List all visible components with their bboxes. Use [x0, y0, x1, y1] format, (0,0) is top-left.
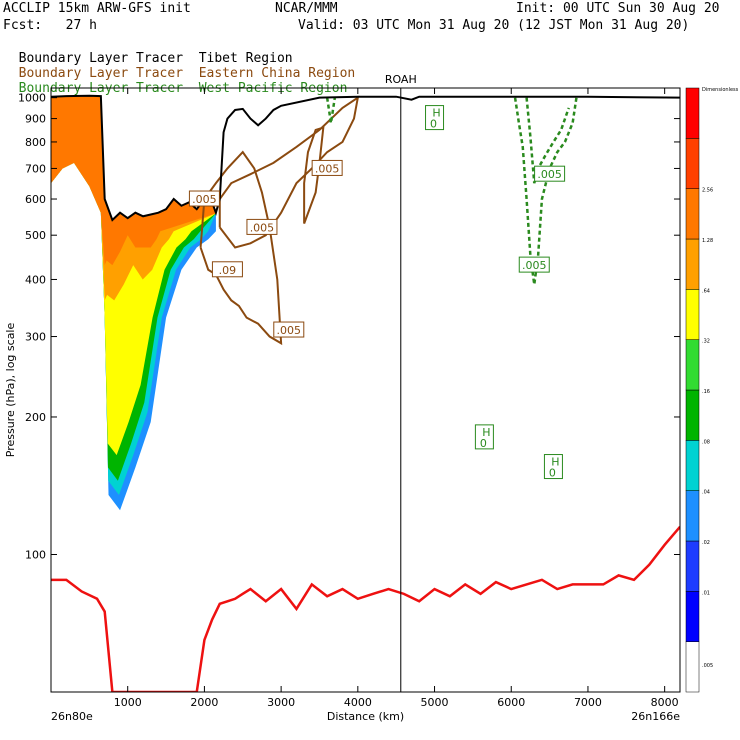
eastern-china-contour-label: .005: [315, 162, 340, 175]
colorbar-label: 2.56: [702, 188, 713, 194]
legend-line-tibet: Boundary Layer Tracer Tibet Region: [3, 36, 293, 66]
colorbar-swatch: [685, 339, 700, 391]
x-tick-label: 6000: [497, 696, 525, 709]
high-marker-box: [425, 105, 445, 131]
colorbar-label: .01: [702, 590, 710, 596]
high-marker-value: 0: [480, 437, 487, 450]
x-tick-label: 8000: [651, 696, 679, 709]
colorbar-swatch: [685, 389, 700, 441]
colorbar-label: .005: [702, 663, 713, 669]
roah-marker-label: ROAH: [385, 73, 417, 86]
high-marker-box: [543, 454, 563, 480]
title-line-1-left: ACCLIP 15km ARW-GFS init: [3, 1, 191, 16]
title-line-2-left: Fcst: 27 h: [3, 18, 97, 33]
colorbar-label: Dimensionless: [702, 87, 739, 93]
eastern-china-contour-label: .005: [277, 324, 302, 337]
west-pacific-contour: [525, 97, 570, 184]
colorbar-label: .16: [702, 389, 710, 395]
high-marker-value: 0: [549, 467, 556, 480]
tropopause-line: [51, 525, 680, 692]
tracer-shade-layer: [51, 96, 216, 266]
y-tick-label: 600: [25, 193, 46, 206]
title-line-2-right: Valid: 03 UTC Mon 31 Aug 20 (12 JST Mon …: [298, 18, 690, 33]
high-marker-label: H: [432, 107, 440, 120]
contour-label-box: [311, 159, 343, 176]
colorbar-swatch: [685, 87, 700, 139]
legend-line-eastern-china: Boundary Layer Tracer Eastern China Regi…: [3, 51, 356, 81]
y-tick-label: 100: [25, 548, 46, 561]
high-marker-label: H: [482, 426, 490, 439]
colorbar-swatch: [685, 188, 700, 240]
y-axis-label: Pressure (hPa), log scale: [4, 323, 17, 458]
colorbar-swatch: [685, 289, 700, 340]
colorbar-swatch: [685, 138, 700, 189]
y-tick-label: 900: [25, 113, 46, 126]
eastern-china-contour-label: .005: [192, 193, 217, 206]
colorbar-swatch: [685, 238, 700, 290]
eastern-china-contour: [218, 95, 360, 249]
y-tick-label: 800: [25, 136, 46, 149]
colorbar-label: .64: [702, 288, 710, 294]
contour-label-box: [188, 190, 220, 207]
high-marker-label: H: [551, 456, 559, 469]
west-pacific-contour: [513, 97, 578, 285]
colorbar-label: 1.28: [702, 238, 713, 244]
contour-label-box: [273, 321, 305, 338]
title-line-1-mid: NCAR/MMM: [275, 1, 338, 16]
high-marker-value: 0: [430, 118, 437, 131]
y-tick-label: 500: [25, 229, 46, 242]
colorbar-swatch: [685, 591, 700, 642]
west-pacific-contour-label: .005: [522, 259, 547, 272]
x-left-endpoint-label: 26n80e: [51, 710, 93, 723]
x-tick-label: 4000: [344, 696, 372, 709]
eastern-china-contour-label: .09: [219, 264, 237, 277]
legend-region: Tibet Region: [198, 51, 293, 66]
colorbar-label: .08: [702, 439, 710, 445]
y-tick-label: 200: [25, 411, 46, 424]
colorbar-swatch: [685, 641, 700, 693]
eastern-china-contour: [199, 150, 283, 346]
y-tick-label: 1000: [18, 92, 46, 105]
terrain-line: [51, 94, 680, 222]
legend-prefix: Boundary Layer Tracer: [18, 51, 184, 66]
colorbar-label: .04: [702, 490, 710, 496]
y-tick-label: 300: [25, 331, 46, 344]
colorbar-label: .32: [702, 339, 710, 345]
contour-label-box: [534, 165, 566, 182]
x-tick-label: 5000: [421, 696, 449, 709]
plot-frame: [50, 87, 681, 693]
high-marker-box: [474, 424, 494, 450]
contour-label-box: [246, 218, 278, 235]
legend-region: Eastern China Region: [198, 66, 356, 81]
west-pacific-contour: [325, 97, 337, 124]
legend-prefix: Boundary Layer Tracer: [18, 66, 184, 81]
colorbar-swatch: [685, 540, 700, 592]
west-pacific-contour-label: .005: [537, 168, 562, 181]
title-line-1-right: Init: 00 UTC Sun 30 Aug 20: [516, 1, 720, 16]
contour-label-box: [211, 261, 243, 278]
colorbar-swatch: [685, 490, 700, 542]
contour-label-box: [518, 256, 550, 273]
y-tick-label: 700: [25, 162, 46, 175]
x-tick-label: 7000: [574, 696, 602, 709]
eastern-china-contour-label: .005: [250, 221, 275, 234]
colorbar-swatch: [685, 440, 700, 491]
y-tick-label: 400: [25, 273, 46, 286]
eastern-china-contour: [303, 126, 325, 224]
x-right-endpoint-label: 26n166e: [631, 710, 680, 723]
x-tick-label: 1000: [114, 696, 142, 709]
x-axis-label: Distance (km): [327, 710, 404, 723]
x-tick-label: 2000: [190, 696, 218, 709]
colorbar-label: .02: [702, 540, 710, 546]
x-tick-label: 3000: [267, 696, 295, 709]
